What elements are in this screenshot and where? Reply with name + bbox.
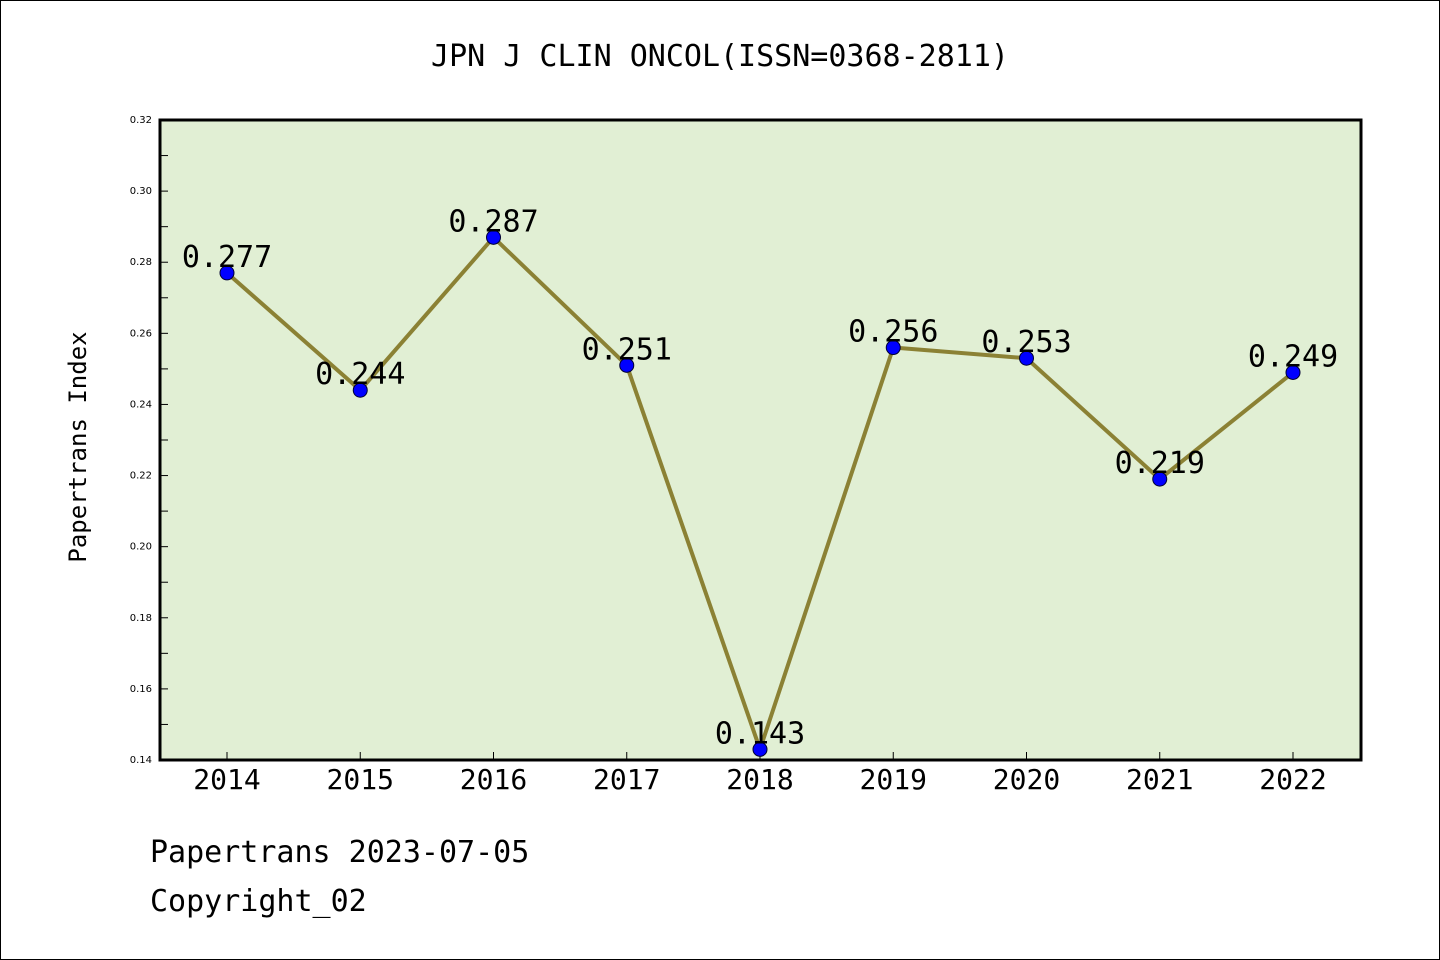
y-tick-label: 0.18 [130, 613, 152, 624]
series: 0.277 0.244 0.287 0.251 0.143 0.256 0.253 0.219… [182, 204, 1338, 757]
y-tick-label: 0.32 [130, 115, 152, 126]
x-tick-label: 2019 [860, 763, 927, 796]
data-label: 0.244 [315, 357, 405, 392]
data-point [1285, 364, 1301, 380]
data-point [885, 340, 901, 356]
y-tick-label: 0.14 [130, 755, 152, 766]
data-label: 0.256 [848, 315, 938, 350]
footer-copyright-text: Copyright_02 [150, 884, 367, 919]
x-tick-label: 2021 [1126, 763, 1193, 796]
x-tick-label: 2022 [1259, 763, 1326, 796]
x-tick-label: 2018 [726, 763, 793, 796]
y-tick-label: 0.24 [130, 399, 152, 410]
y-tick-label: 0.16 [130, 684, 152, 695]
data-point [752, 741, 768, 757]
data-point [1019, 350, 1034, 366]
x-tick-label: 2014 [193, 763, 260, 796]
data-label: 0.143 [715, 716, 805, 751]
y-axis: 0.14 0.16 0.18 0.20 0.22 0.24 0.26 0.28 0.30 0.32 [130, 115, 168, 766]
data-label: 0.219 [1115, 446, 1205, 481]
footer-date-text: Papertrans 2023-07-05 [150, 835, 530, 870]
x-tick-label: 2017 [593, 763, 660, 796]
data-label: 0.253 [981, 325, 1071, 360]
x-axis: 2014 2015 2016 2017 2018 2019 2020 2021 2022 [193, 752, 1327, 796]
y-tick-label: 0.28 [130, 257, 152, 268]
data-label: 0.249 [1248, 339, 1338, 374]
data-point [219, 265, 235, 281]
y-tick-label: 0.22 [130, 471, 152, 482]
y-axis-label: Papertrans Index [64, 331, 92, 562]
x-tick-label: 2016 [460, 763, 527, 796]
data-label: 0.277 [182, 240, 272, 275]
data-point [486, 229, 501, 245]
plot-area [158, 118, 1363, 762]
y-tick-label: 0.26 [130, 328, 152, 339]
chart-title: JPN J CLIN ONCOL(ISSN=0368-2811) [431, 39, 1009, 74]
data-label: 0.287 [448, 204, 538, 239]
x-tick-label: 2015 [327, 763, 394, 796]
data-point [1152, 471, 1168, 487]
data-label: 0.251 [582, 332, 672, 367]
y-tick-label: 0.30 [130, 186, 152, 197]
data-point [352, 382, 368, 398]
data-point [619, 357, 635, 373]
y-tick-label: 0.20 [130, 542, 152, 553]
x-tick-label: 2020 [993, 763, 1060, 796]
